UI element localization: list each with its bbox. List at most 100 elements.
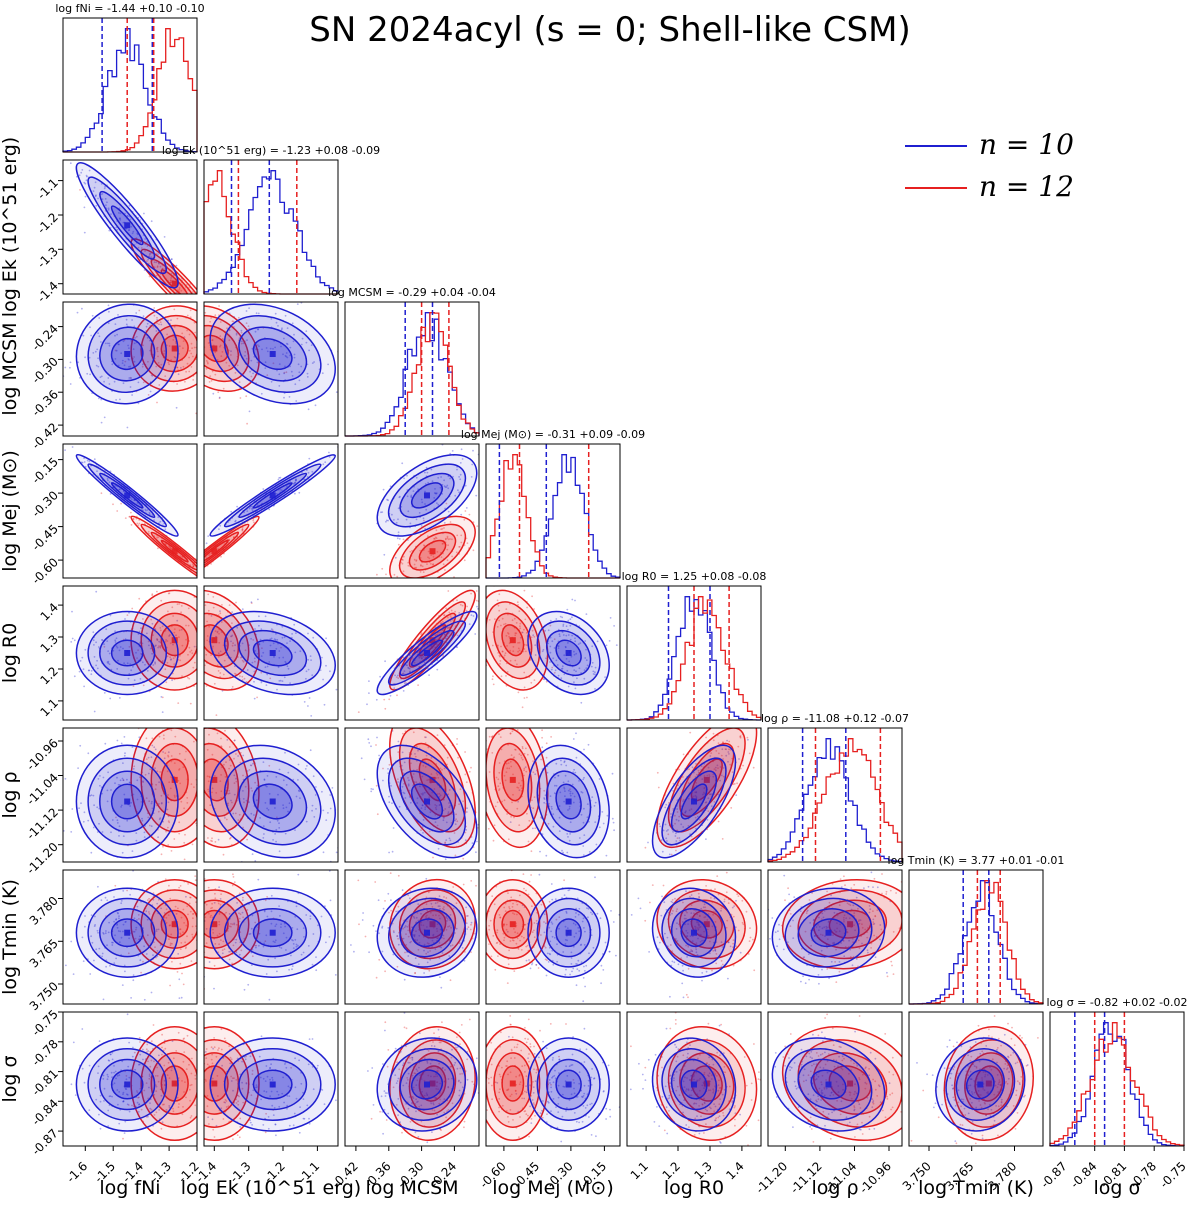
sample-point <box>300 365 303 368</box>
sample-point <box>444 537 447 540</box>
sample-point <box>89 794 91 797</box>
sample-point <box>194 879 197 882</box>
sample-point <box>161 267 164 270</box>
sample-point <box>136 522 139 525</box>
sample-point <box>143 998 146 1001</box>
sample-point <box>401 562 404 565</box>
sample-point <box>563 760 566 763</box>
sample-point <box>95 641 97 644</box>
sample-point <box>421 775 424 778</box>
sample-point <box>128 359 130 361</box>
sample-point <box>240 329 243 332</box>
sample-point <box>562 625 565 627</box>
sample-point <box>107 662 110 665</box>
sample-point <box>94 350 97 353</box>
sample-point <box>151 622 154 625</box>
sample-point <box>266 350 269 353</box>
sample-point <box>155 330 158 332</box>
panel-frame <box>62 727 198 863</box>
sample-point <box>204 311 207 314</box>
sample-point <box>185 297 187 299</box>
sample-point <box>142 381 145 384</box>
sample-point <box>435 777 437 779</box>
sample-point <box>554 776 556 779</box>
panel-2d-5-2 <box>344 727 480 863</box>
sample-point <box>520 757 523 759</box>
sample-point <box>178 636 180 639</box>
sample-point <box>407 564 410 567</box>
sample-point <box>155 876 157 878</box>
sample-point <box>292 340 295 343</box>
sample-point <box>518 824 521 826</box>
sample-point <box>329 670 331 673</box>
sample-point <box>160 802 163 804</box>
sample-point <box>234 812 237 815</box>
sample-point <box>173 794 176 797</box>
sample-point <box>393 573 396 576</box>
sample-point <box>551 666 554 669</box>
sample-point <box>155 365 158 368</box>
sample-point <box>293 333 295 336</box>
sample-point <box>368 692 370 694</box>
sample-point <box>416 797 419 800</box>
sample-point <box>189 575 191 577</box>
sample-point <box>231 634 234 637</box>
sample-point <box>207 609 210 612</box>
sample-point <box>534 644 537 646</box>
sample-point <box>116 819 119 822</box>
sample-point <box>408 667 411 670</box>
sample-point <box>130 669 133 672</box>
sample-point <box>419 781 421 784</box>
sample-point <box>386 498 388 501</box>
sample-point <box>84 182 87 185</box>
sample-point <box>155 644 157 647</box>
sample-point <box>285 355 288 358</box>
sample-point <box>154 748 157 751</box>
sample-point <box>270 380 273 383</box>
sample-point <box>156 266 159 269</box>
sample-point <box>142 713 144 715</box>
sample-point <box>329 899 332 902</box>
sample-point <box>192 379 195 381</box>
sample-point <box>202 327 204 329</box>
sample-point <box>410 496 413 499</box>
sample-point <box>449 615 452 617</box>
sample-point <box>269 347 272 350</box>
panel-2d-1-0 <box>62 159 198 295</box>
sample-point <box>80 171 83 174</box>
sample-point <box>93 804 95 807</box>
sample-point <box>278 656 281 659</box>
sample-point <box>200 919 202 921</box>
sample-point <box>122 779 125 781</box>
sample-point <box>300 343 303 346</box>
sample-point <box>101 639 103 641</box>
sample-point <box>415 560 418 562</box>
panel-2d-5-3 <box>485 727 621 863</box>
sample-point <box>496 599 499 602</box>
sample-point <box>193 661 196 664</box>
sample-point <box>274 346 276 349</box>
sample-point <box>140 247 143 249</box>
sample-point <box>212 596 215 598</box>
sample-point <box>398 538 401 540</box>
sample-point <box>182 365 185 368</box>
sample-point <box>405 518 408 521</box>
sample-point <box>523 774 525 777</box>
sample-point <box>421 804 424 806</box>
sample-point <box>424 471 426 474</box>
sample-point <box>505 762 508 765</box>
sample-point <box>160 853 163 856</box>
sample-point <box>520 754 522 757</box>
sample-point <box>250 508 253 510</box>
sample-point <box>518 789 521 792</box>
sample-point <box>183 807 186 810</box>
sample-point <box>573 653 576 656</box>
sample-point <box>170 258 173 261</box>
sample-point <box>573 650 575 653</box>
sample-point <box>150 802 153 805</box>
sample-point <box>504 779 507 782</box>
sample-point <box>585 648 587 651</box>
sample-point <box>282 656 285 659</box>
sample-point <box>147 394 150 396</box>
sample-point <box>204 583 206 585</box>
